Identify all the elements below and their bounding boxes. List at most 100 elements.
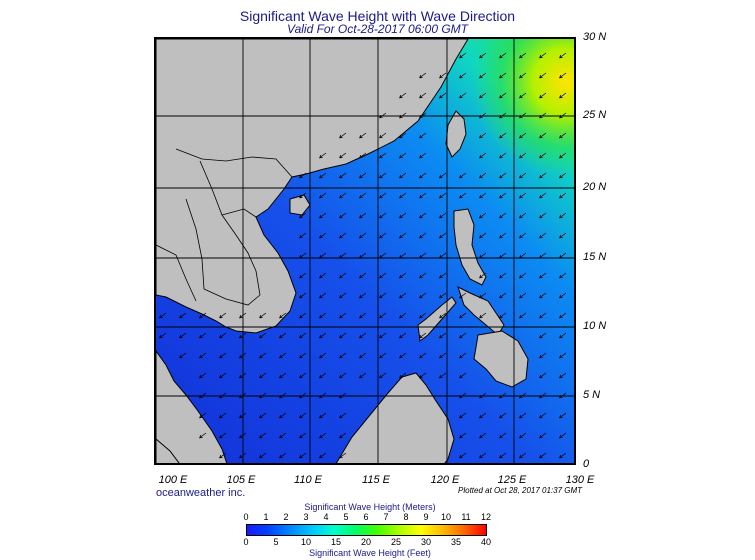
wave-arrow — [159, 312, 167, 319]
wave-arrow — [219, 432, 227, 439]
wave-arrow — [339, 312, 347, 319]
lat-label-25n: 25 N — [583, 109, 607, 121]
land-sumatra — [156, 438, 180, 463]
wave-arrow — [339, 232, 347, 239]
wave-arrow — [539, 72, 547, 79]
wave-arrow — [379, 132, 387, 139]
land-mainland — [156, 39, 469, 334]
lon-label-115e: 115 E — [362, 474, 390, 486]
wave-arrow — [539, 332, 547, 339]
wave-arrow — [259, 372, 267, 379]
wave-arrow — [459, 312, 467, 319]
wave-arrow — [559, 252, 567, 259]
wave-arrow — [379, 272, 387, 279]
wave-arrow — [299, 272, 307, 279]
wave-arrow — [559, 152, 567, 159]
wave-arrow — [319, 152, 327, 159]
wave-arrow — [399, 192, 407, 199]
wave-arrow — [519, 52, 527, 59]
wave-arrow — [239, 412, 247, 419]
wave-arrow — [339, 332, 347, 339]
wave-arrow — [339, 412, 347, 419]
wave-arrow — [459, 432, 467, 439]
wave-arrow — [319, 232, 327, 239]
legend-feet-tick: 20 — [360, 537, 372, 547]
wave-arrow — [399, 212, 407, 219]
wave-arrow — [559, 172, 567, 179]
wave-arrow — [299, 352, 307, 359]
wave-arrow — [539, 152, 547, 159]
wave-arrow — [499, 452, 507, 459]
wave-arrow — [319, 252, 327, 259]
wave-arrow — [279, 452, 287, 459]
wave-arrow — [319, 432, 327, 439]
wave-arrow — [459, 452, 467, 459]
legend-feet-tick: 5 — [273, 537, 279, 547]
wave-arrow — [439, 172, 447, 179]
wave-arrow — [259, 312, 267, 319]
wave-arrow — [399, 372, 407, 379]
wave-arrow — [539, 52, 547, 59]
legend-meters-tick: 4 — [323, 512, 329, 522]
wave-arrow — [259, 352, 267, 359]
wave-arrow — [239, 332, 247, 339]
wave-arrow — [319, 392, 327, 399]
wave-arrow — [299, 412, 307, 419]
wave-arrow — [419, 92, 427, 99]
wave-arrow — [339, 132, 347, 139]
wave-arrow — [539, 212, 547, 219]
wave-arrow — [239, 312, 247, 319]
wave-arrow — [239, 372, 247, 379]
legend-meters-tick: 3 — [303, 512, 309, 522]
wave-arrow — [419, 72, 427, 79]
wave-arrow — [499, 312, 507, 319]
wave-arrow — [419, 112, 427, 119]
wave-arrow — [519, 132, 527, 139]
map-subtitle: Valid For Oct-28-2017 06:00 GMT — [287, 22, 468, 36]
wave-arrow — [379, 332, 387, 339]
wave-arrow — [319, 412, 327, 419]
wave-arrow — [359, 312, 367, 319]
wave-arrow — [559, 232, 567, 239]
wave-arrow — [539, 92, 547, 99]
wave-arrow — [419, 192, 427, 199]
wave-arrow — [479, 252, 487, 259]
wave-arrow — [539, 112, 547, 119]
wave-arrow — [239, 352, 247, 359]
wave-arrow — [319, 212, 327, 219]
wave-map-canvas — [156, 39, 574, 463]
wave-arrow — [479, 52, 487, 59]
wave-arrow — [439, 292, 447, 299]
wave-arrow — [479, 92, 487, 99]
wave-arrow — [519, 172, 527, 179]
legend-feet-tick: 15 — [330, 537, 342, 547]
wave-arrow — [439, 252, 447, 259]
wave-arrow — [299, 232, 307, 239]
wave-arrow — [459, 392, 467, 399]
wave-arrow — [399, 272, 407, 279]
legend-meters-tick: 1 — [263, 512, 269, 522]
wave-arrow — [559, 92, 567, 99]
land-hainan — [289, 194, 311, 216]
lon-label-100e: 100 E — [158, 474, 188, 486]
wave-arrow — [419, 252, 427, 259]
wave-arrow — [419, 152, 427, 159]
wave-arrow — [359, 292, 367, 299]
legend-meters-tick: 7 — [383, 512, 389, 522]
wave-arrow — [479, 132, 487, 139]
lat-label-0: 0 — [583, 458, 590, 470]
lat-label-5n: 5 N — [583, 389, 601, 401]
wave-arrow — [519, 432, 527, 439]
wave-arrow — [499, 252, 507, 259]
wave-arrow — [559, 212, 567, 219]
wave-arrow — [539, 452, 547, 459]
wave-arrow — [319, 272, 327, 279]
wave-arrow — [499, 272, 507, 279]
wave-arrow — [359, 272, 367, 279]
wave-arrow — [219, 452, 227, 459]
legend-meters-tick: 2 — [283, 512, 289, 522]
wave-arrow — [199, 372, 207, 379]
wave-arrow — [359, 252, 367, 259]
wave-arrow — [259, 432, 267, 439]
wave-arrow — [339, 212, 347, 219]
